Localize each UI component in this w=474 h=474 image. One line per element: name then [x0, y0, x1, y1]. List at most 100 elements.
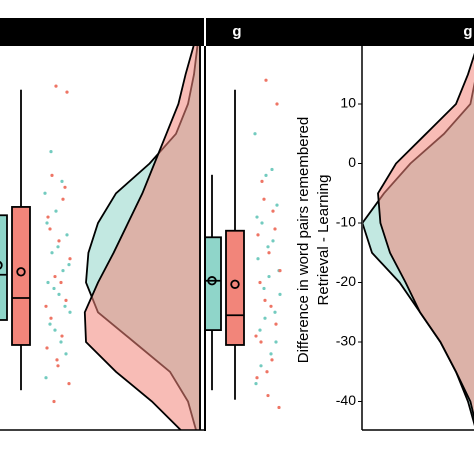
point	[262, 197, 266, 201]
point	[67, 382, 71, 386]
point	[49, 316, 53, 320]
point	[59, 280, 63, 285]
point	[50, 251, 54, 255]
y-tick-label: -10	[336, 214, 356, 230]
point	[266, 245, 270, 249]
point	[270, 167, 274, 172]
point	[65, 233, 69, 237]
panel-title: g	[463, 23, 472, 40]
point	[56, 245, 60, 249]
point	[259, 340, 263, 344]
density	[83, 46, 201, 430]
point	[254, 334, 258, 338]
point	[52, 286, 56, 291]
point	[258, 280, 262, 285]
point	[44, 376, 48, 380]
point	[269, 304, 273, 308]
point	[274, 340, 278, 344]
y-tick-label: -30	[336, 333, 356, 349]
point	[45, 221, 49, 225]
point	[263, 316, 267, 320]
point	[258, 328, 262, 332]
panel	[206, 78, 282, 410]
point	[57, 292, 61, 296]
point	[54, 209, 58, 213]
y-tick-label: 10	[340, 95, 356, 111]
point	[53, 328, 57, 332]
point	[53, 274, 57, 279]
point	[273, 310, 277, 314]
point	[64, 352, 68, 356]
point	[271, 239, 275, 243]
point	[59, 340, 63, 344]
mean	[0, 260, 3, 270]
point	[54, 84, 58, 88]
point	[43, 191, 47, 195]
point	[60, 179, 64, 183]
point	[46, 215, 50, 219]
point	[267, 251, 271, 255]
y-axis-label-line: Difference in word pairs remembered	[295, 117, 312, 364]
point	[49, 150, 53, 154]
y-tick-label: -40	[336, 392, 356, 408]
point	[253, 132, 257, 136]
point	[277, 405, 281, 410]
point	[57, 239, 61, 243]
density	[377, 52, 474, 421]
point	[263, 298, 267, 302]
panel-title: g	[232, 23, 241, 40]
point	[48, 322, 52, 326]
point	[255, 376, 259, 380]
y-tick-label: 0	[348, 154, 356, 170]
point	[60, 334, 64, 338]
strip	[0, 18, 204, 46]
point	[61, 269, 65, 273]
point	[46, 280, 50, 285]
point	[273, 227, 277, 231]
panel	[0, 46, 201, 430]
y-axis-label: Difference in word pairs remembered Retr…	[295, 117, 332, 364]
point	[264, 78, 268, 82]
y-tick-label: -20	[336, 273, 356, 289]
mean	[207, 276, 217, 286]
point	[254, 382, 258, 386]
point	[56, 364, 60, 368]
point	[65, 90, 69, 94]
point	[267, 274, 271, 279]
point	[271, 209, 275, 213]
point	[274, 322, 278, 326]
point	[260, 179, 264, 183]
panel	[363, 52, 474, 427]
point	[270, 358, 274, 362]
strip	[206, 18, 474, 46]
y-axis-label-line: Retrieval - Learning	[315, 175, 332, 306]
point	[63, 304, 67, 308]
point	[52, 399, 56, 404]
point	[255, 215, 259, 219]
point	[278, 269, 282, 273]
point	[61, 197, 65, 201]
point	[260, 221, 264, 225]
mean	[16, 267, 26, 277]
point	[45, 346, 49, 350]
point	[256, 257, 260, 261]
point	[256, 233, 260, 237]
point	[63, 185, 67, 189]
point	[68, 257, 72, 261]
point	[64, 298, 68, 302]
point	[278, 292, 282, 296]
point	[67, 263, 71, 267]
point	[275, 203, 279, 207]
point	[44, 304, 48, 308]
point	[55, 358, 59, 362]
point	[50, 173, 54, 177]
box	[0, 214, 8, 321]
point	[266, 393, 270, 398]
mean	[230, 279, 240, 289]
point	[275, 102, 279, 106]
point	[48, 227, 52, 231]
point	[262, 286, 266, 291]
point	[264, 173, 268, 177]
